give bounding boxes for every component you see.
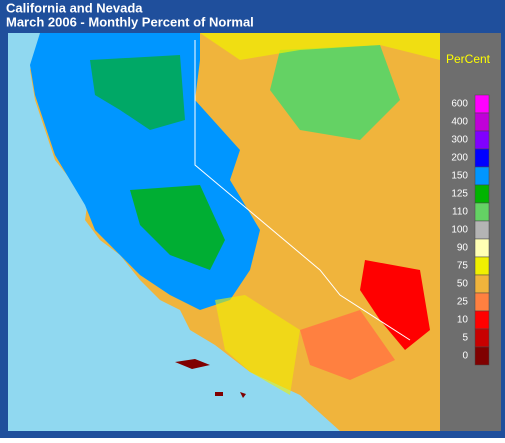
legend-label: 400 [451,117,468,128]
legend-swatch [474,166,490,186]
legend-swatch [474,292,490,312]
legend-label: 0 [462,351,468,362]
wet-region [130,185,225,270]
legend-swatch [474,220,490,240]
islands [175,359,246,398]
legend-swatch [474,346,490,366]
legend-label: 100 [451,225,468,236]
legend-label: 125 [451,189,468,200]
legend-swatch [474,274,490,294]
legend-label: 25 [457,297,469,308]
subtitle: March 2006 - Monthly Percent of Normal [6,14,254,29]
legend-label: 5 [462,333,468,344]
legend-label: 110 [452,207,468,218]
legend-title: PerCent [446,52,491,66]
wet-region [90,55,185,130]
dry-region [360,260,430,350]
legend-label: 10 [457,315,469,326]
legend-swatch [474,256,490,276]
legend-label: 50 [457,279,469,290]
legend-label: 150 [451,171,468,182]
dry-region [215,295,300,395]
legend-panel [440,33,501,431]
dry-region [200,33,440,60]
legend-swatch [474,202,490,222]
legend-label: 600 [451,99,468,110]
title: California and Nevada [6,0,143,15]
legend-label: 75 [457,261,469,272]
legend-swatch [474,328,490,348]
legend-swatch [474,94,490,114]
legend-swatch [474,238,490,258]
wet-region [270,45,400,140]
legend-label: 200 [451,153,468,164]
legend-label: 90 [457,243,469,254]
legend-swatch [474,184,490,204]
legend-swatch [474,130,490,150]
state-border [194,40,411,341]
legend-swatch [474,310,490,330]
legend-swatch [474,148,490,168]
legend-swatch [474,112,490,132]
legend-label: 300 [451,135,468,146]
dry-region [300,310,395,380]
map [8,33,440,431]
